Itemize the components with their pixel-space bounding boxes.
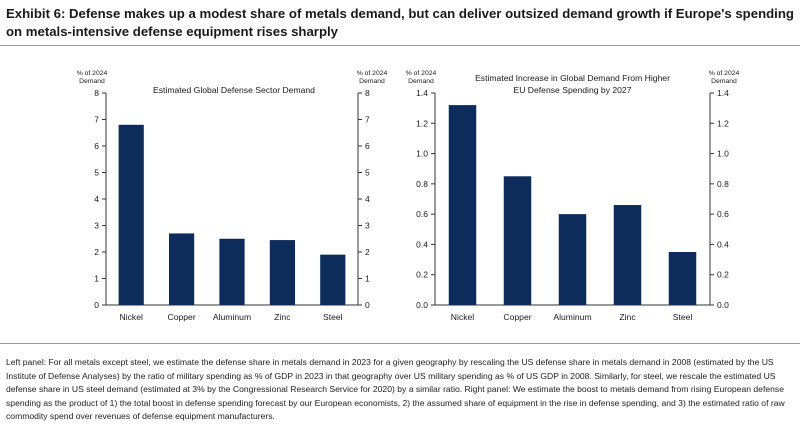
chart1-right-unit-label: % of 2024 Demand (709, 70, 740, 85)
chart0-bar-aluminum (219, 238, 245, 305)
footnote: Left panel: For all metals except steel,… (6, 357, 785, 422)
chart1-bar-steel (668, 252, 697, 305)
chart1-left-unit-label: % of 2024 Demand (406, 70, 437, 85)
chart0-left-tick-label: 7 (94, 115, 99, 125)
chart1-left-tick-label: 0.6 (416, 209, 428, 219)
chart1-left-tick-label: 1.2 (416, 118, 428, 128)
chart0-category-label: Aluminum (213, 312, 251, 322)
chart1-right-tick-label: 0.4 (717, 239, 729, 249)
chart1-right-tick-label: 0.8 (717, 179, 729, 189)
chart0-right-tick-label: 8 (365, 88, 370, 98)
chart0-right-tick-label: 7 (365, 115, 370, 125)
chart1-right-tick-label: 1.4 (717, 88, 729, 98)
chart1-bar-zinc (613, 205, 642, 305)
chart0-category-label: Nickel (119, 312, 142, 322)
chart0-left-tick-label: 4 (94, 194, 99, 204)
chart0-right-unit-label: % of 2024 Demand (357, 70, 388, 85)
chart0-right-tick-label: 6 (365, 141, 370, 151)
chart0-right-tick-label: 1 (365, 274, 370, 284)
chart0-title: Estimated Global Defense Sector Demand (153, 85, 315, 95)
chart0-right-tick-label: 0 (365, 300, 370, 310)
chart0-left-tick-label: 1 (94, 274, 99, 284)
chart1-right-tick-label: 1.2 (717, 118, 729, 128)
chart0-bar-nickel (118, 124, 144, 305)
chart0-bar-copper (169, 233, 195, 305)
chart0-category-label: Steel (323, 312, 343, 322)
chart1-right-tick-label: 0.2 (717, 270, 729, 280)
chart1-right-tick-label: 0.0 (717, 300, 729, 310)
chart0-right-tick-label: 2 (365, 247, 370, 257)
chart1-category-label: Copper (503, 312, 531, 322)
chart1-left-tick-label: 1.0 (416, 149, 428, 159)
chart1-category-label: Steel (673, 312, 693, 322)
chart0-category-label: Copper (168, 312, 196, 322)
chart1-left-tick-label: 1.4 (416, 88, 428, 98)
chart0-left-tick-label: 2 (94, 247, 99, 257)
chart0-right-tick-label: 4 (365, 194, 370, 204)
chart1-left-tick-label: 0.8 (416, 179, 428, 189)
left-bar-chart: 0 0 1 1 2 2 3 3 4 4 5 5 6 6 7 7 8 8 % of 2024 Demand % of 20… (77, 70, 388, 322)
chart1-left-tick-label: 0.4 (416, 239, 428, 249)
chart1-left-tick-label: 0.2 (416, 270, 428, 280)
chart1-bar-nickel (448, 105, 477, 305)
chart1-category-label: Nickel (451, 312, 474, 322)
chart1-bar-copper (503, 176, 532, 305)
chart0-right-tick-label: 3 (365, 221, 370, 231)
top-divider (0, 45, 800, 46)
right-bar-chart: 0.0 0.0 0.2 0.2 0.4 0.4 0.6 0.6 0.8 0.8 1.0 1.0 1.2 1… (406, 70, 740, 322)
chart0-left-tick-label: 6 (94, 141, 99, 151)
chart0-left-unit-label: % of 2024 Demand (77, 70, 108, 85)
chart0-bar-steel (320, 254, 346, 305)
chart0-category-label: Zinc (274, 312, 291, 322)
chart1-title: Estimated Increase in Global Demand From… (475, 73, 670, 95)
chart0-left-tick-label: 8 (94, 88, 99, 98)
bottom-divider (0, 343, 800, 344)
chart0-left-tick-label: 5 (94, 168, 99, 178)
chart1-right-tick-label: 1.0 (717, 149, 729, 159)
chart1-category-label: Zinc (619, 312, 636, 322)
chart1-right-tick-label: 0.6 (717, 209, 729, 219)
chart0-left-tick-label: 0 (94, 300, 99, 310)
chart0-bar-zinc (269, 240, 295, 305)
chart1-left-tick-label: 0.0 (416, 300, 428, 310)
chart1-category-label: Aluminum (553, 312, 591, 322)
chart1-bar-aluminum (558, 214, 587, 305)
exhibit-title: Exhibit 6: Defense makes up a modest sha… (6, 6, 794, 39)
chart0-right-tick-label: 5 (365, 168, 370, 178)
chart0-left-tick-label: 3 (94, 221, 99, 231)
